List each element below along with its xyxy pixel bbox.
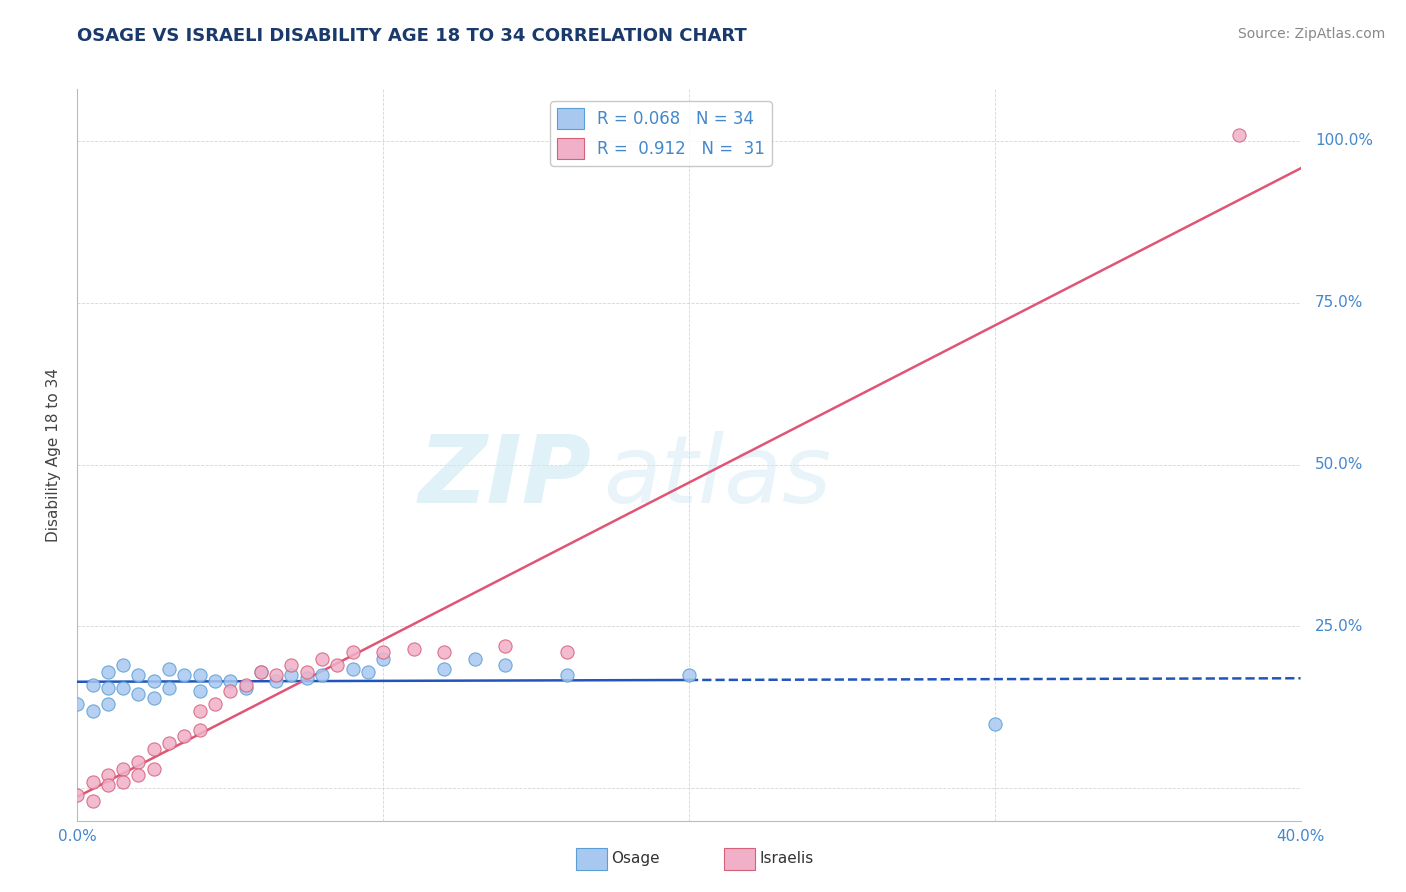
- Point: [204, 674, 226, 689]
- Point: [82, 704, 104, 718]
- Point: [112, 658, 135, 673]
- Point: [188, 704, 211, 718]
- Point: [984, 716, 1007, 731]
- Point: [127, 756, 149, 770]
- Point: [142, 674, 165, 689]
- Legend: R = 0.068   N = 34, R =  0.912   N =  31: R = 0.068 N = 34, R = 0.912 N = 31: [551, 101, 772, 166]
- Point: [173, 668, 195, 682]
- Point: [495, 639, 517, 653]
- Point: [157, 661, 180, 675]
- Point: [402, 642, 425, 657]
- Point: [555, 645, 578, 659]
- Text: 100.0%: 100.0%: [1315, 134, 1374, 148]
- Point: [66, 788, 89, 802]
- Point: [173, 730, 195, 744]
- Point: [357, 665, 380, 679]
- Point: [1229, 128, 1251, 142]
- Point: [464, 652, 486, 666]
- Point: [371, 652, 394, 666]
- Point: [235, 678, 257, 692]
- Point: [127, 768, 149, 782]
- Point: [433, 645, 456, 659]
- Point: [219, 674, 242, 689]
- Point: [295, 665, 318, 679]
- Point: [250, 665, 273, 679]
- Point: [127, 687, 149, 701]
- Point: [112, 774, 135, 789]
- Text: Israelis: Israelis: [759, 852, 814, 866]
- Point: [97, 768, 120, 782]
- Point: [157, 681, 180, 695]
- Point: [219, 684, 242, 698]
- Point: [433, 661, 456, 675]
- Point: [82, 678, 104, 692]
- Point: [97, 681, 120, 695]
- Point: [112, 681, 135, 695]
- Text: 50.0%: 50.0%: [1315, 457, 1364, 472]
- Point: [326, 658, 349, 673]
- Point: [280, 658, 302, 673]
- Point: [188, 668, 211, 682]
- Point: [97, 778, 120, 792]
- Point: [127, 668, 149, 682]
- Point: [142, 742, 165, 756]
- Point: [157, 736, 180, 750]
- Y-axis label: Disability Age 18 to 34: Disability Age 18 to 34: [46, 368, 62, 542]
- Point: [112, 762, 135, 776]
- Text: atlas: atlas: [603, 432, 831, 523]
- Point: [342, 645, 364, 659]
- Point: [142, 762, 165, 776]
- Text: ZIP: ZIP: [418, 431, 591, 523]
- Point: [280, 668, 302, 682]
- Text: OSAGE VS ISRAELI DISABILITY AGE 18 TO 34 CORRELATION CHART: OSAGE VS ISRAELI DISABILITY AGE 18 TO 34…: [77, 27, 747, 45]
- Point: [66, 697, 89, 711]
- Point: [264, 668, 287, 682]
- Point: [555, 668, 578, 682]
- Point: [82, 774, 104, 789]
- Point: [311, 652, 333, 666]
- Point: [188, 684, 211, 698]
- Point: [371, 645, 394, 659]
- Point: [295, 671, 318, 685]
- Point: [97, 697, 120, 711]
- Point: [342, 661, 364, 675]
- Point: [264, 674, 287, 689]
- Point: [97, 665, 120, 679]
- Text: 25.0%: 25.0%: [1315, 619, 1364, 634]
- Point: [82, 794, 104, 808]
- Text: 75.0%: 75.0%: [1315, 295, 1364, 310]
- Point: [235, 681, 257, 695]
- Point: [495, 658, 517, 673]
- Point: [678, 668, 700, 682]
- Point: [311, 668, 333, 682]
- Text: Source: ZipAtlas.com: Source: ZipAtlas.com: [1237, 27, 1385, 41]
- Point: [188, 723, 211, 737]
- Point: [250, 665, 273, 679]
- Text: Osage: Osage: [612, 852, 661, 866]
- Point: [204, 697, 226, 711]
- Point: [142, 690, 165, 705]
